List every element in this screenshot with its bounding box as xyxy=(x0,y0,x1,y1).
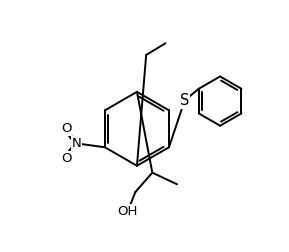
Text: N: N xyxy=(72,137,82,150)
Text: O: O xyxy=(61,122,71,135)
Text: S: S xyxy=(180,93,189,108)
Text: OH: OH xyxy=(118,205,138,218)
Text: O: O xyxy=(61,151,71,165)
